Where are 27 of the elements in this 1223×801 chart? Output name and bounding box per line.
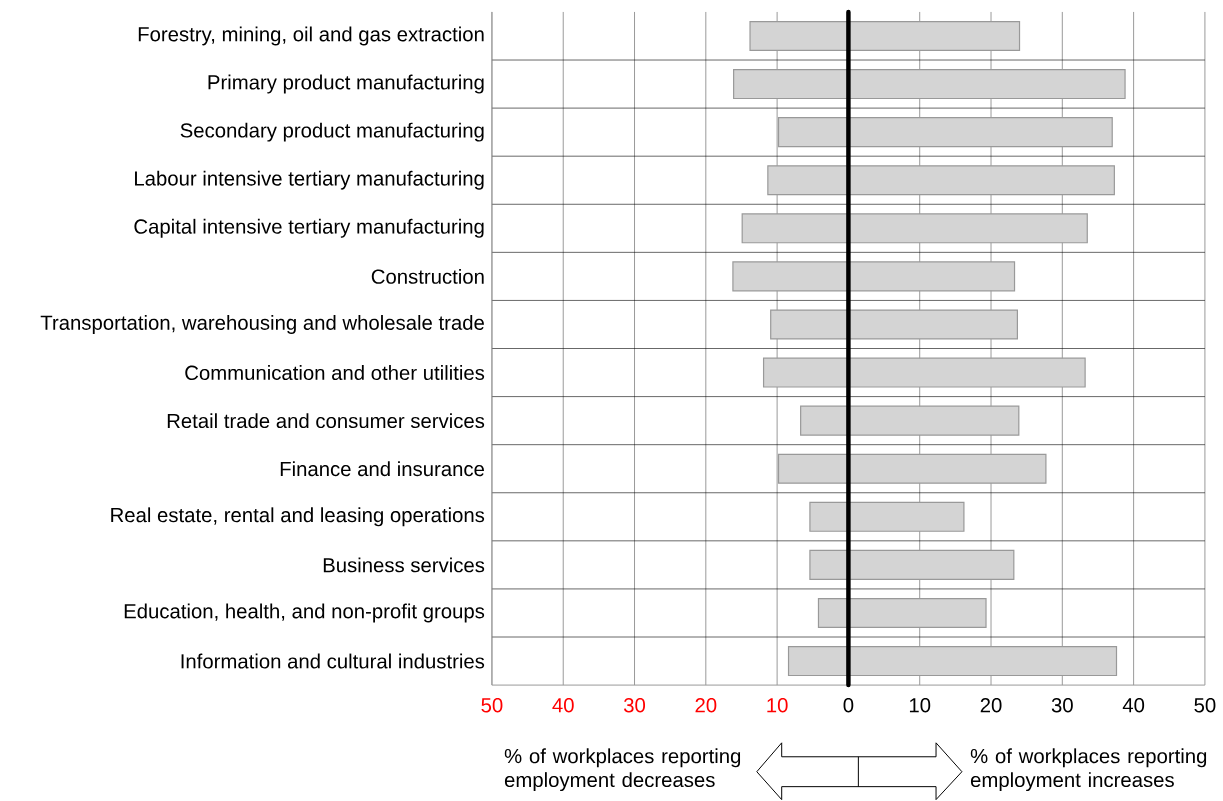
y-tick-label: Education, health, and non-profit groups xyxy=(124,603,485,623)
y-tick-label: Secondary product manufacturing xyxy=(180,122,484,142)
y-tick-label: Real estate, rental and leasing operations xyxy=(111,507,485,527)
text: % of workplaces reporting employment increases xyxy=(970,748,1207,792)
y-tick-label: Retail trade and consumer services xyxy=(167,413,485,429)
y-tick-label: Construction xyxy=(371,269,484,285)
x-tick-label: 50 xyxy=(481,698,503,713)
y-tick-label: Primary product manufacturing xyxy=(208,74,484,94)
x-tick-label: 10 xyxy=(767,698,788,713)
x-tick-label: 50 xyxy=(1194,698,1216,713)
x-tick-label: 40 xyxy=(552,698,574,713)
text: % of workplaces reporting employment decreases xyxy=(504,748,741,792)
y-tick-label: Communication and other utilities xyxy=(185,365,485,381)
x-tick-label: 0 xyxy=(843,698,854,713)
y-tick-label: Labour intensive tertiary manufacturing xyxy=(135,170,484,190)
y-tick-label: Business services xyxy=(323,557,485,573)
y-tick-label: Finance and insurance xyxy=(280,461,484,477)
x-tick-label: 40 xyxy=(1122,698,1145,713)
x-tick-label: 20 xyxy=(695,698,717,713)
y-tick-label: Forestry, mining, oil and gas extraction xyxy=(138,26,484,46)
x-tick-label: 30 xyxy=(1051,698,1073,713)
y-tick-label: Transportation, warehousing and wholesale trade xyxy=(40,315,484,335)
x-tick-label: 30 xyxy=(623,698,646,713)
y-tick-label: Capital intensive tertiary manufacturing xyxy=(134,219,484,238)
y-tick-label: Information and cultural industries xyxy=(181,653,485,669)
x-tick-label: 10 xyxy=(909,698,931,713)
x-tick-label: 20 xyxy=(980,698,1002,713)
